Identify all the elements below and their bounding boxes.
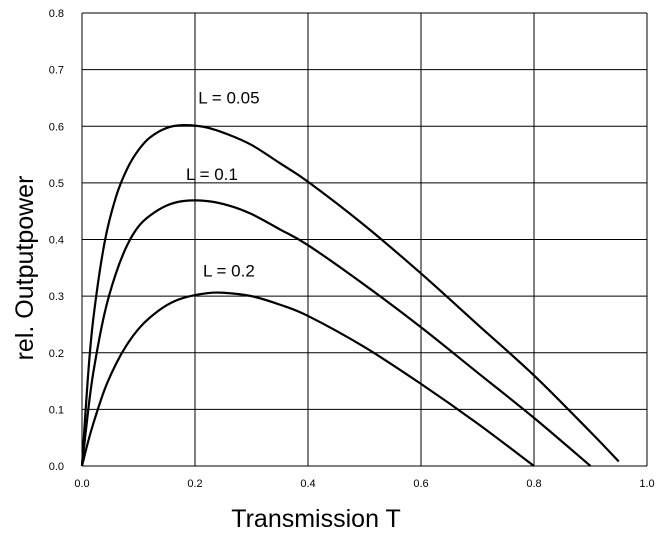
y-tick-label-7: 0.7 [49,65,64,77]
y-tick-label-6: 0.6 [49,121,64,133]
x-tick-label-3: 0.6 [413,478,428,490]
x-axis-title: Transmission T [231,505,400,533]
y-tick-label-2: 0.2 [49,348,64,360]
series-lines [80,124,620,467]
series-line-1 [80,199,592,467]
curve-labels: L = 0.05 L = 0.1 L = 0.2 [186,89,260,281]
series-line-0 [80,124,620,467]
y-tick-label-3: 0.3 [49,291,64,303]
x-tick-label-4: 0.8 [526,478,541,490]
y-tick-label-1: 0.1 [49,404,64,416]
y-tick-label-8: 0.8 [49,8,64,20]
y-tick-label-5: 0.5 [49,178,64,190]
series-label-0: L = 0.05 [198,89,259,108]
x-tick-label-5: 1.0 [639,478,654,490]
x-tick-label-0: 0.0 [74,478,89,490]
grid [81,12,648,467]
series-line-2 [80,291,535,467]
y-tick-label-0: 0.0 [49,461,64,473]
x-tick-label-2: 0.4 [300,478,315,490]
y-axis-title: rel. Outputpower [11,176,39,361]
series-label-1: L = 0.1 [186,165,238,184]
y-tick-label-4: 0.4 [49,235,64,247]
tick-labels: 0.0 0.2 0.4 0.6 0.8 1.0 0.0 0.1 0.2 0.3 0.4 0.5 0.6 0… [49,8,655,490]
x-tick-label-1: 0.2 [187,478,202,490]
series-label-2: L = 0.2 [203,261,255,280]
